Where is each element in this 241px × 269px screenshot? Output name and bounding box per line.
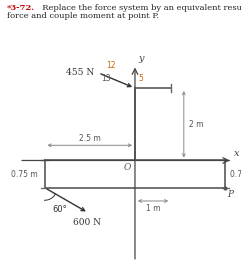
Text: 455 N: 455 N — [66, 68, 94, 77]
Text: Replace the force system by an equivalent resultant: Replace the force system by an equivalen… — [37, 4, 241, 12]
Text: 0.75 m: 0.75 m — [11, 170, 38, 179]
Text: 2 m: 2 m — [189, 120, 204, 129]
Text: O: O — [123, 163, 131, 172]
Text: 1 m: 1 m — [146, 204, 160, 213]
Text: x: x — [234, 148, 240, 158]
Text: 60°: 60° — [53, 205, 67, 214]
Text: 0.75 m: 0.75 m — [230, 170, 241, 179]
Text: 2.5 m: 2.5 m — [79, 134, 101, 143]
Text: 5: 5 — [139, 75, 143, 83]
Text: *3-72.: *3-72. — [7, 4, 35, 12]
Text: P: P — [228, 190, 234, 199]
Text: 13: 13 — [101, 74, 111, 83]
Text: 12: 12 — [106, 61, 116, 70]
Text: y: y — [138, 54, 143, 63]
Text: force and couple moment at point P.: force and couple moment at point P. — [7, 12, 159, 20]
Text: 600 N: 600 N — [73, 218, 100, 227]
